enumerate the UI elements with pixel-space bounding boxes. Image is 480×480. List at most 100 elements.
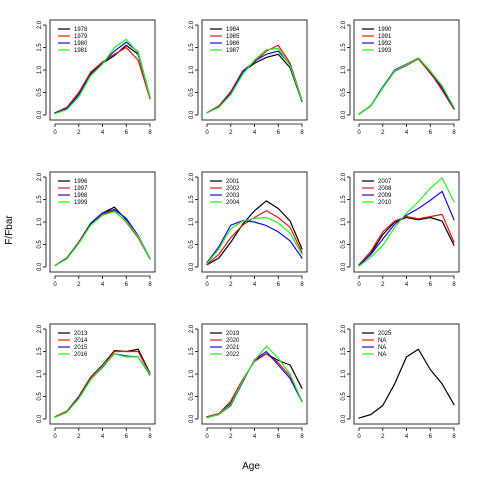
plot-frame (353, 171, 460, 273)
legend-label: 1981 (74, 48, 88, 54)
y-tick-label: 0.0 (37, 110, 43, 119)
series-line-2016 (54, 353, 151, 418)
series-line-2014 (54, 350, 151, 418)
legend-label: 2002 (226, 186, 240, 192)
y-tick-label: 1.0 (37, 65, 43, 74)
x-tick-label: 4 (253, 130, 257, 136)
legend-label: 1987 (226, 48, 240, 54)
x-tick-label: 0 (205, 434, 209, 440)
y-axis: 0.0 0.5 1.0 1.5 2.0 (37, 20, 47, 119)
x-tick-label: 2 (381, 434, 385, 440)
series-line-2020 (206, 353, 303, 418)
series-line-1978 (54, 44, 151, 114)
series-line-2009 (358, 190, 455, 266)
y-tick-label: 1.0 (37, 369, 43, 378)
legend-label: 2016 (74, 352, 88, 358)
y-tick-label: 2.0 (341, 20, 347, 29)
x-tick-label: 4 (405, 130, 409, 136)
series-line-1979 (54, 46, 151, 114)
legend-label: 1992 (378, 41, 392, 47)
legend-label: 1986 (226, 41, 240, 47)
legend-label: 1980 (74, 41, 88, 47)
series-line-2002 (206, 210, 303, 265)
x-tick-label: 0 (357, 130, 361, 136)
x-tick-label: 2 (229, 434, 233, 440)
y-axis: 0.0 0.5 1.0 1.5 2.0 (37, 324, 47, 423)
legend-label: 1991 (378, 34, 392, 40)
x-tick-label: 8 (452, 130, 456, 136)
y-tick-label: 0.0 (341, 262, 347, 271)
x-tick-label: 4 (405, 282, 409, 288)
x-tick-label: 4 (101, 130, 105, 136)
legend-label: 2015 (74, 345, 88, 351)
y-tick-label: 0.0 (37, 262, 43, 271)
x-tick-label: 0 (53, 130, 57, 136)
x-tick-label: 8 (452, 434, 456, 440)
y-tick-label: 0.0 (189, 262, 195, 271)
series-line-2019 (206, 353, 303, 418)
y-tick-label: 1.5 (189, 347, 195, 356)
y-tick-label: 1.0 (341, 65, 347, 74)
y-tick-label: 0.0 (189, 414, 195, 423)
x-tick-label: 2 (77, 130, 81, 136)
plot-frame (201, 323, 308, 425)
series-line-2022 (206, 345, 303, 419)
series-line-1993 (358, 57, 455, 115)
legend-label: 1979 (74, 34, 88, 40)
x-tick-label: 4 (101, 282, 105, 288)
legend-label: 2008 (378, 186, 392, 192)
y-tick-label: 1.5 (37, 347, 43, 356)
x-tick-label: 2 (77, 282, 81, 288)
y-tick-label: 2.0 (341, 324, 347, 333)
series-line-2025 (358, 348, 455, 419)
series-line-1997 (54, 210, 151, 267)
x-tick-label: 0 (205, 282, 209, 288)
y-tick-label: 1.5 (189, 195, 195, 204)
series-line-2003 (206, 220, 303, 264)
y-tick-label: 1.5 (341, 347, 347, 356)
series-line-2008 (358, 213, 455, 266)
series-line-2013 (54, 348, 151, 418)
legend-label: 1996 (74, 179, 88, 185)
y-tick-label: 0.5 (341, 88, 347, 97)
y-tick-label: 2.0 (37, 20, 43, 29)
x-tick-label: 8 (148, 434, 152, 440)
legend-label: 2020 (226, 338, 240, 344)
plot-frame (201, 171, 308, 273)
x-tick-label: 6 (429, 434, 433, 440)
x-tick-label: 2 (229, 130, 233, 136)
y-axis: 0.0 0.5 1.0 1.5 2.0 (341, 324, 351, 423)
series-line-1991 (358, 58, 455, 115)
y-tick-label: 2.0 (37, 172, 43, 181)
y-tick-label: 0.0 (189, 110, 195, 119)
y-tick-label: 0.5 (189, 392, 195, 401)
y-tick-label: 2.0 (189, 20, 195, 29)
legend-label: 1993 (378, 48, 392, 54)
x-tick-label: 6 (277, 434, 281, 440)
legend-label: 2001 (226, 179, 240, 185)
plot-frame (201, 19, 308, 121)
x-axis: 0 2 4 6 8 (357, 427, 456, 440)
x-axis: 0 2 4 6 8 (53, 275, 152, 288)
y-axis: 0.0 0.5 1.0 1.5 2.0 (37, 172, 47, 271)
legend-label: 1990 (378, 27, 392, 33)
y-axis: 0.0 0.5 1.0 1.5 2.0 (189, 172, 199, 271)
x-tick-label: 2 (381, 130, 385, 136)
x-axis: 0 2 4 6 8 (205, 275, 304, 288)
x-tick-label: 0 (53, 434, 57, 440)
x-axis: 0 2 4 6 8 (205, 123, 304, 136)
series-line-2004 (206, 216, 303, 264)
legend-label: 1985 (226, 34, 240, 40)
